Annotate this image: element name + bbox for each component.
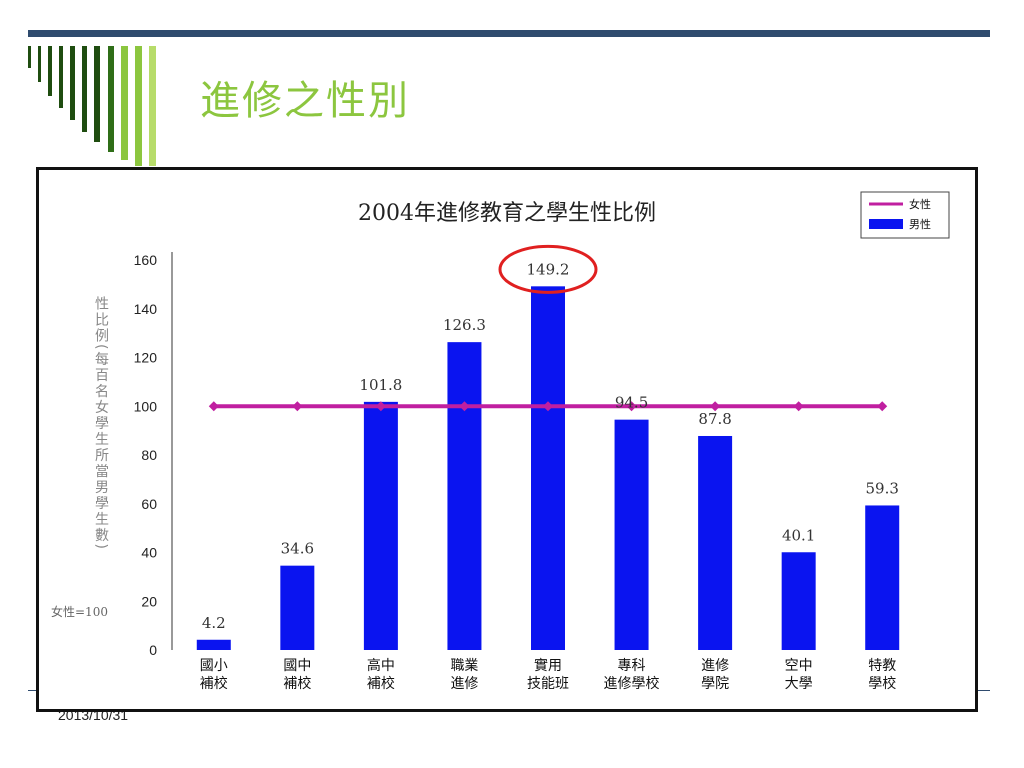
legend-box <box>860 191 950 239</box>
legend-label-male: 男性 <box>909 217 931 231</box>
top-bar <box>28 30 990 37</box>
bar-data-label: 149.2 <box>527 260 570 278</box>
bar-male <box>447 342 482 650</box>
female-line-marker <box>208 401 219 412</box>
bar-data-label: 126.3 <box>443 316 486 334</box>
chart-title: 2004年進修教育之學生性比例 <box>358 201 656 226</box>
bar-data-label: 40.1 <box>782 526 815 544</box>
female-line-marker <box>459 401 470 412</box>
x-tick-label: 專科 <box>618 658 646 674</box>
footer-line-left <box>28 690 40 691</box>
female-line-marker <box>292 401 303 412</box>
x-tick-label: 實用 <box>534 657 562 674</box>
female-line-marker <box>543 401 553 412</box>
y-tick-label: 40 <box>141 545 157 561</box>
chart-frame: 0 20 40 60 80 100 120 140 160 性比例(每百名女學生所當男學生數) 女性… <box>36 167 978 712</box>
x-tick-label: 技能班 <box>527 676 569 692</box>
female-line-marker <box>877 401 888 412</box>
legend-label-female: 女性 <box>909 197 931 211</box>
legend-swatch-male <box>869 219 903 229</box>
sex-ratio-chart: 0 20 40 60 80 100 120 140 160 性比例(每百名女學生所當男學生數) 女性… <box>51 191 950 692</box>
x-tick-label: 大學 <box>785 676 813 692</box>
bar-data-label: 4.2 <box>202 614 226 632</box>
slide-title: 進修之性別 <box>200 78 410 124</box>
female-line-marker <box>626 401 637 412</box>
bar-data-label: 101.8 <box>359 376 402 394</box>
x-tick-label: 空中 <box>785 658 813 674</box>
female-line-marker <box>793 401 804 412</box>
x-tick-label: 職業 <box>450 658 478 674</box>
female-line-marker <box>375 401 386 412</box>
highlight-circle <box>498 244 598 294</box>
y-tick-label: 160 <box>134 252 158 268</box>
x-tick-label: 學院 <box>701 676 729 692</box>
female-line-marker <box>710 401 721 412</box>
x-tick-label: 補校 <box>200 675 228 692</box>
x-tick-label: 進修 <box>701 658 729 674</box>
y-axis-title: 性比例(每百名女學生所當男學生數) <box>93 296 109 551</box>
x-tick-label: 國中 <box>283 658 311 674</box>
title-decoration-stripes <box>28 46 156 166</box>
bar-data-label: 34.6 <box>281 540 314 558</box>
x-tick-label: 進修 <box>450 676 478 692</box>
bar-male <box>781 552 816 650</box>
x-tick-label: 高中 <box>367 657 395 674</box>
bar-data-label: 94.5 <box>615 394 648 412</box>
x-tick-label: 補校 <box>367 675 395 692</box>
x-tick-label: 學校 <box>868 675 896 692</box>
bar-male <box>280 565 315 650</box>
y-tick-label: 20 <box>141 593 157 609</box>
x-tick-label: 補校 <box>283 675 311 692</box>
x-tick-label: 進修學校 <box>604 675 660 692</box>
y-tick-label: 60 <box>141 496 157 512</box>
bar-male <box>196 639 231 650</box>
bar-male <box>531 286 565 650</box>
y-tick-label: 120 <box>134 350 158 366</box>
bar-male <box>363 401 398 650</box>
bar-male <box>865 505 900 650</box>
footer-line-right <box>978 690 990 691</box>
bar-male <box>614 419 649 650</box>
bar-male <box>698 435 733 650</box>
y-tick-label: 80 <box>141 447 157 463</box>
baseline-note: 女性=100 <box>51 604 108 619</box>
x-tick-label: 特教 <box>868 658 896 674</box>
bar-data-label: 59.3 <box>866 479 899 497</box>
y-tick-label: 0 <box>149 642 157 658</box>
y-tick-label: 100 <box>134 398 158 414</box>
y-tick-label: 140 <box>134 301 158 317</box>
x-tick-label: 國小 <box>200 658 228 674</box>
bar-data-label: 87.8 <box>698 410 731 428</box>
